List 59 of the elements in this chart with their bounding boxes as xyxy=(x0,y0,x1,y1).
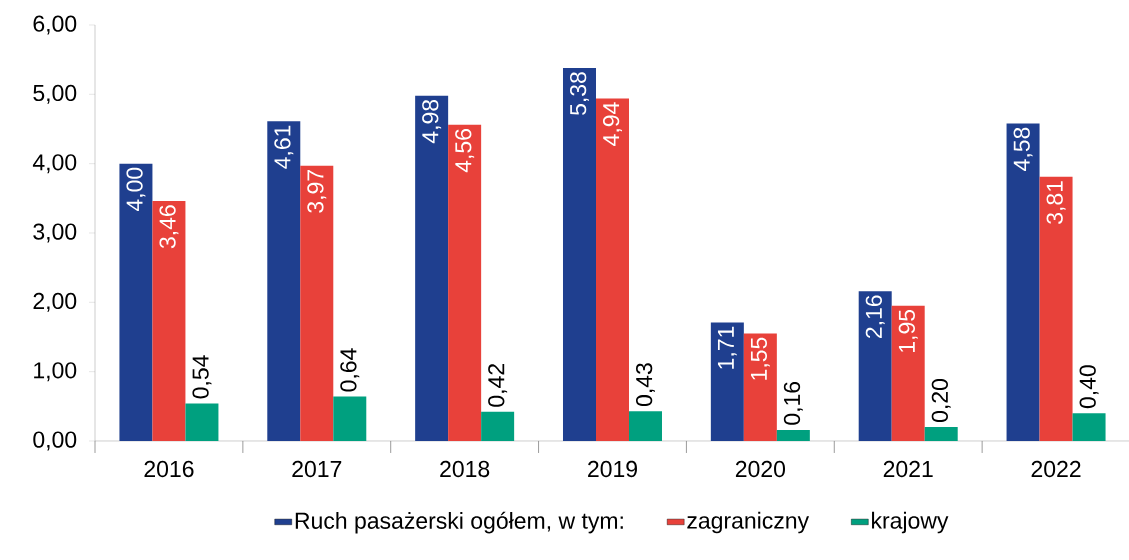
data-label: 3,46 xyxy=(159,205,179,249)
data-label: 4,58 xyxy=(1013,127,1033,171)
bar xyxy=(448,124,482,441)
data-label: 4,98 xyxy=(422,99,442,144)
bar xyxy=(891,305,925,441)
bar xyxy=(710,322,744,441)
bar xyxy=(185,403,219,441)
x-tick-label: 2019 xyxy=(588,460,637,478)
data-label: 1,55 xyxy=(750,337,770,380)
bar xyxy=(415,95,449,441)
x-tick-label: 2022 xyxy=(1031,460,1081,478)
bar xyxy=(596,98,629,441)
y-tick-label: 1,00 xyxy=(34,362,77,382)
data-label: 0,43 xyxy=(635,363,655,407)
bar xyxy=(629,411,662,441)
legend-label: krajowy xyxy=(872,511,949,534)
data-label: 0,42 xyxy=(488,364,508,407)
data-label: 1,71 xyxy=(717,326,737,369)
data-label: 4,56 xyxy=(455,129,475,173)
data-label: 0,64 xyxy=(340,348,360,392)
data-label: 3,81 xyxy=(1046,181,1066,224)
bar xyxy=(152,201,186,441)
x-tick-label: 2016 xyxy=(144,460,194,478)
y-tick-label: 2,00 xyxy=(33,292,77,312)
data-label: 0,54 xyxy=(192,355,212,399)
y-tick-label: 4,00 xyxy=(32,154,77,174)
x-tick-label: 2021 xyxy=(883,460,933,478)
legend-label: zagraniczny xyxy=(687,511,810,534)
data-label: 4,94 xyxy=(602,102,622,146)
bar xyxy=(267,121,301,441)
bar xyxy=(858,291,892,441)
bar xyxy=(333,396,367,441)
bar xyxy=(119,163,153,441)
data-label: 5,38 xyxy=(569,72,589,116)
data-label: 2,16 xyxy=(865,295,885,339)
x-tick-label: 2018 xyxy=(440,460,490,478)
x-tick-label: 2017 xyxy=(292,460,342,478)
data-label: 1,95 xyxy=(898,309,918,352)
y-tick-label: 3,00 xyxy=(33,223,77,243)
bar xyxy=(1039,176,1073,441)
x-tick-label: 2020 xyxy=(735,460,786,478)
bar xyxy=(924,427,958,441)
legend-label: Ruch pasażerski ogółem, w tym: xyxy=(295,511,623,534)
bar xyxy=(776,429,810,441)
data-label: 4,61 xyxy=(274,125,294,169)
y-tick-label: 5,00 xyxy=(33,84,77,104)
y-tick-label: 0,00 xyxy=(33,431,77,451)
data-label: 0,40 xyxy=(1079,365,1099,409)
data-label: 0,16 xyxy=(783,381,803,425)
y-tick-label: 6,00 xyxy=(33,15,77,35)
bar xyxy=(300,165,334,441)
data-label: 4,00 xyxy=(126,167,146,212)
data-label: 3,97 xyxy=(307,170,327,213)
bar xyxy=(1006,123,1040,441)
data-label: 0,20 xyxy=(931,379,951,423)
bar xyxy=(562,67,596,441)
bar xyxy=(1072,413,1106,441)
bar xyxy=(481,411,515,441)
bar xyxy=(743,333,777,441)
